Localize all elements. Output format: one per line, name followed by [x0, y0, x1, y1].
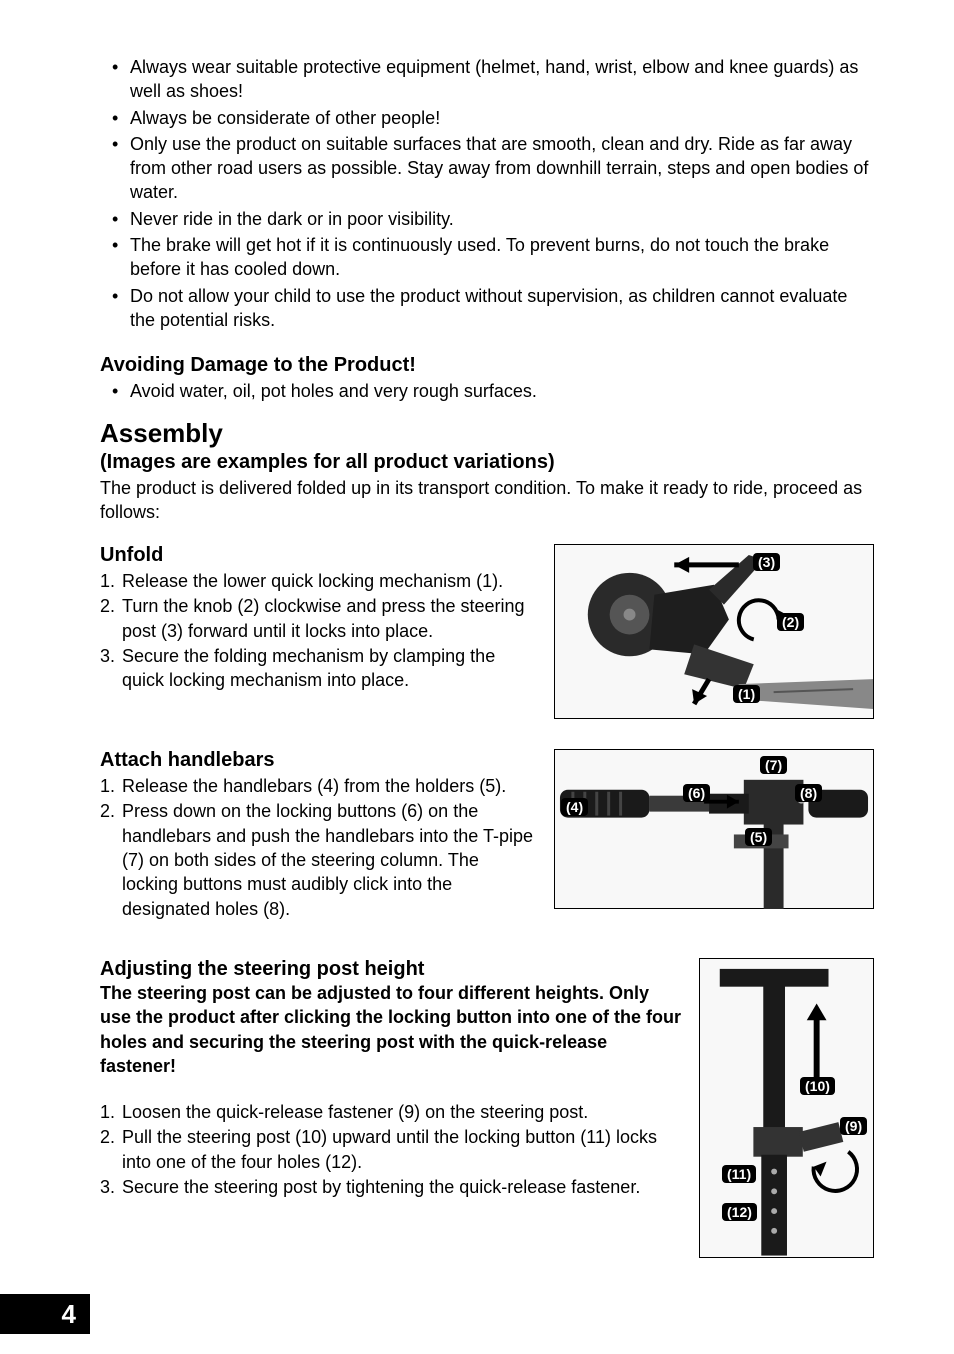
step-item: Secure the steering post by tightening t… — [100, 1175, 681, 1199]
assembly-heading: Assembly — [100, 418, 874, 449]
unfold-text: Unfold Release the lower quick locking m… — [100, 544, 536, 719]
bullet-item: Never ride in the dark or in poor visibi… — [130, 207, 874, 231]
step-item: Release the lower quick locking mechanis… — [100, 569, 536, 593]
bullet-item: Avoid water, oil, pot holes and very rou… — [130, 379, 874, 403]
unfold-steps: Release the lower quick locking mechanis… — [100, 569, 536, 692]
adjust-heading: Adjusting the steering post height — [100, 958, 681, 981]
assembly-subheading: (Images are examples for all product var… — [100, 451, 874, 474]
bullet-item: Always wear suitable protective equipmen… — [130, 55, 874, 104]
adjust-row: Adjusting the steering post height The s… — [100, 958, 874, 1258]
callout-2: (2) — [777, 613, 804, 631]
avoid-damage-heading: Avoiding Damage to the Product! — [100, 354, 874, 377]
adjust-warning: The steering post can be adjusted to fou… — [100, 981, 681, 1078]
avoid-damage-bullets: Avoid water, oil, pot holes and very rou… — [100, 379, 874, 403]
adjust-steps: Loosen the quick-release fastener (9) on… — [100, 1100, 681, 1199]
bullet-item: The brake will get hot if it is continuo… — [130, 233, 874, 282]
step-item: Secure the folding mechanism by clamping… — [100, 644, 536, 693]
adjust-text: Adjusting the steering post height The s… — [100, 958, 681, 1200]
callout-8: (8) — [795, 784, 822, 802]
page-number: 4 — [0, 1294, 90, 1334]
handlebars-heading: Attach handlebars — [100, 749, 536, 772]
safety-bullets: Always wear suitable protective equipmen… — [100, 55, 874, 332]
callout-3: (3) — [753, 553, 780, 571]
step-item: Turn the knob (2) clockwise and press th… — [100, 594, 536, 643]
bullet-item: Do not allow your child to use the produ… — [130, 284, 874, 333]
step-item: Press down on the locking buttons (6) on… — [100, 799, 536, 920]
callout-6: (6) — [683, 784, 710, 802]
bullet-item: Only use the product on suitable surface… — [130, 132, 874, 205]
bullet-item: Always be considerate of other people! — [130, 106, 874, 130]
handlebars-row: Attach handlebars Release the handlebars… — [100, 749, 874, 922]
adjust-figure: (10) (9) (11) (12) — [699, 958, 874, 1258]
step-item: Pull the steering post (10) upward until… — [100, 1125, 681, 1174]
callout-11: (11) — [722, 1165, 756, 1183]
unfold-svg — [555, 545, 873, 719]
callout-1: (1) — [733, 685, 760, 703]
callout-5: (5) — [745, 828, 772, 846]
assembly-body: The product is delivered folded up in it… — [100, 476, 874, 525]
step-item: Release the handlebars (4) from the hold… — [100, 774, 536, 798]
manual-page: Always wear suitable protective equipmen… — [0, 0, 954, 1354]
unfold-heading: Unfold — [100, 544, 536, 567]
callout-7: (7) — [760, 756, 787, 774]
handlebars-svg — [555, 750, 873, 909]
handlebars-figure: (4) (5) (6) (7) (8) — [554, 749, 874, 909]
unfold-figure: (3) (2) (1) — [554, 544, 874, 719]
unfold-row: Unfold Release the lower quick locking m… — [100, 544, 874, 719]
callout-10: (10) — [800, 1077, 835, 1095]
handlebars-text: Attach handlebars Release the handlebars… — [100, 749, 536, 922]
handlebars-steps: Release the handlebars (4) from the hold… — [100, 774, 536, 921]
step-item: Loosen the quick-release fastener (9) on… — [100, 1100, 681, 1124]
callout-4: (4) — [561, 798, 588, 816]
callout-12: (12) — [722, 1203, 757, 1221]
callout-9: (9) — [840, 1117, 867, 1135]
